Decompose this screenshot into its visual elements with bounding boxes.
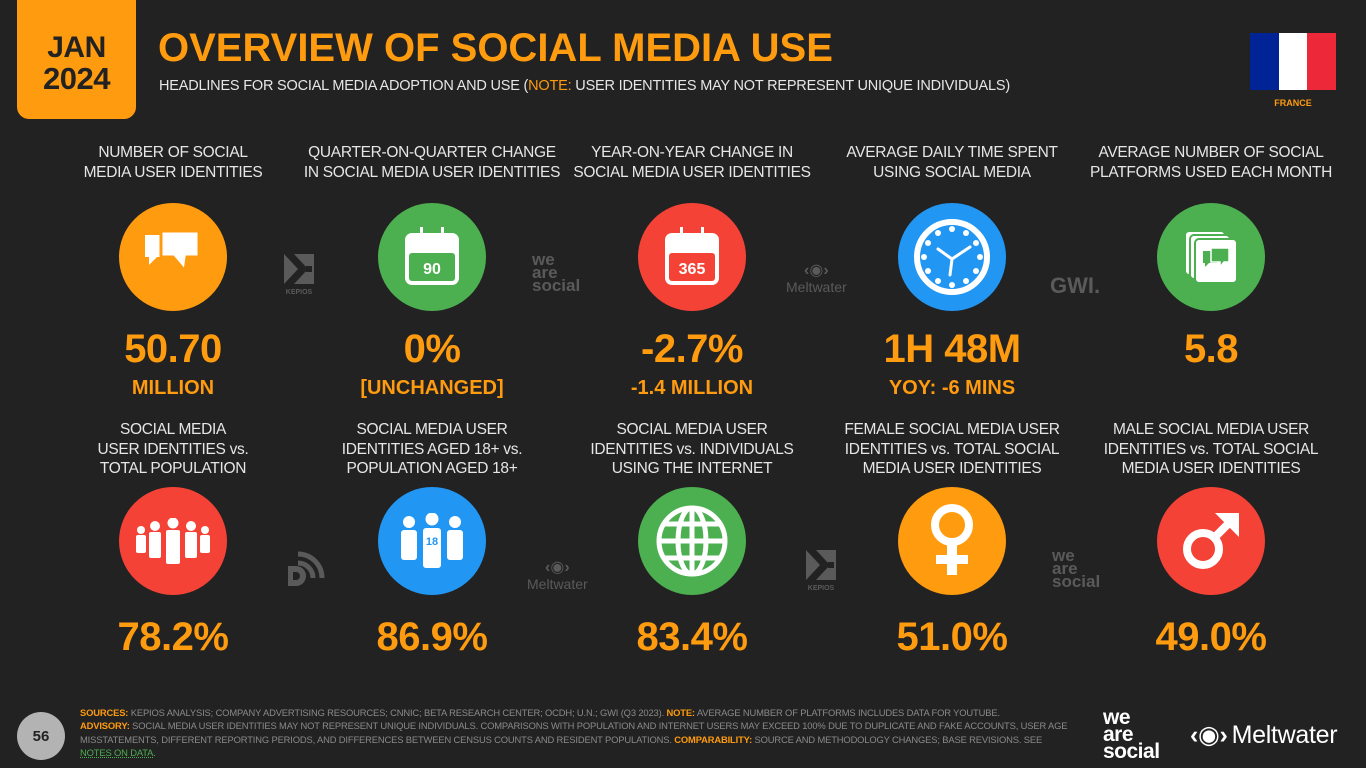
date-badge: JAN 2024	[17, 0, 136, 119]
datareportal-logo-icon	[284, 548, 326, 595]
stat-value: 51.0%	[896, 615, 1008, 659]
page-number: 56	[17, 712, 65, 760]
stat-tile-vs-internet-users: SOCIAL MEDIA USER IDENTITIES vs. INDIVID…	[562, 420, 822, 659]
kepios-logo: KEPIOS	[284, 254, 314, 296]
stat-subvalue: YOY: -6 MINS	[888, 377, 1016, 399]
speech-bubbles-icon	[119, 203, 227, 311]
male-symbol-icon	[1157, 487, 1265, 595]
date-year: 2024	[43, 61, 110, 96]
meltwater-eye-icon: ‹◉›	[1190, 721, 1228, 749]
stat-subvalue: [UNCHANGED]	[360, 377, 504, 399]
stat-value: 83.4%	[636, 615, 748, 659]
stat-value: 78.2%	[117, 615, 229, 659]
crowd-icon	[119, 487, 227, 595]
svg-text:90: 90	[423, 261, 441, 278]
stat-label: SOCIAL MEDIA USER IDENTITIES AGED 18+ vs…	[341, 421, 523, 477]
stat-tile-qoq-change: QUARTER-ON-QUARTER CHANGE IN SOCIAL MEDI…	[302, 143, 562, 401]
svg-text:365: 365	[679, 261, 706, 278]
clock-icon	[898, 203, 1006, 311]
meltwater-logo: ‹◉› Meltwater	[527, 559, 588, 593]
globe-icon	[638, 487, 746, 595]
page-subtitle: HEADLINES FOR SOCIAL MEDIA ADOPTION AND …	[159, 78, 1010, 94]
stat-tile-female: FEMALE SOCIAL MEDIA USER IDENTITIES vs. …	[822, 420, 1082, 659]
we-are-social-logo: we are social	[532, 250, 581, 295]
female-symbol-icon	[898, 487, 1006, 595]
we-are-social-logo: we are social	[1052, 546, 1101, 591]
stat-value: 86.9%	[376, 615, 488, 659]
calendar-90-icon: 90	[378, 203, 486, 311]
stat-value: 0%	[403, 327, 461, 371]
meltwater-eye-icon: ‹◉›	[804, 262, 829, 279]
stat-value: 49.0%	[1155, 615, 1267, 659]
stat-label: SOCIAL MEDIA USER IDENTITIES vs. TOTAL P…	[97, 421, 249, 477]
stat-value: 5.8	[1183, 327, 1239, 371]
stat-tile-platforms: AVERAGE NUMBER OF SOCIAL PLATFORMS USED …	[1081, 143, 1341, 375]
stat-label: YEAR-ON-YEAR CHANGE IN SOCIAL MEDIA USER…	[573, 144, 811, 181]
notes-on-data-link[interactable]: NOTES ON DATA	[80, 747, 154, 759]
country-label: FRANCE	[1274, 98, 1312, 108]
kepios-icon	[284, 254, 314, 284]
stat-tile-yoy-change: YEAR-ON-YEAR CHANGE IN SOCIAL MEDIA USER…	[562, 143, 822, 401]
gwi-logo: GWI.	[1050, 273, 1101, 298]
we-are-social-brand: we are social	[1103, 706, 1160, 763]
stat-label: FEMALE SOCIAL MEDIA USER IDENTITIES vs. …	[844, 421, 1060, 477]
stat-subvalue: -1.4 MILLION	[630, 377, 754, 399]
stat-label: QUARTER-ON-QUARTER CHANGE IN SOCIAL MEDI…	[303, 144, 561, 181]
stat-label: SOCIAL MEDIA USER IDENTITIES vs. INDIVID…	[590, 421, 794, 477]
kepios-icon	[806, 550, 836, 580]
adults-18-icon: 18	[378, 487, 486, 595]
stacked-chat-cards-icon	[1157, 203, 1265, 311]
stat-label: AVERAGE DAILY TIME SPENT USING SOCIAL ME…	[846, 144, 1058, 181]
stat-label: MALE SOCIAL MEDIA USER IDENTITIES vs. TO…	[1103, 421, 1319, 477]
calendar-365-icon: 365	[638, 203, 746, 311]
meltwater-brand: ‹◉› Meltwater	[1190, 720, 1338, 750]
page-title: OVERVIEW OF SOCIAL MEDIA USE	[158, 26, 833, 70]
france-flag-icon	[1250, 33, 1337, 90]
stat-subvalue: MILLION	[131, 377, 215, 399]
svg-text:18: 18	[426, 536, 438, 548]
stat-tile-daily-time: AVERAGE DAILY TIME SPENT USING SOCIAL ME…	[822, 143, 1082, 401]
stat-label: NUMBER OF SOCIAL MEDIA USER IDENTITIES	[83, 144, 263, 181]
stat-value: 50.70	[124, 327, 222, 371]
subtitle-note-label: NOTE:	[528, 78, 572, 94]
stat-tile-vs-population: SOCIAL MEDIA USER IDENTITIES vs. TOTAL P…	[43, 420, 303, 659]
stat-value: 1H 48M	[883, 327, 1021, 371]
subtitle-text: HEADLINES FOR SOCIAL MEDIA ADOPTION AND …	[159, 78, 529, 94]
stat-tile-male: MALE SOCIAL MEDIA USER IDENTITIES vs. TO…	[1081, 420, 1341, 659]
meltwater-eye-icon: ‹◉›	[545, 559, 570, 576]
meltwater-logo: ‹◉› Meltwater	[786, 262, 847, 296]
stat-label: AVERAGE NUMBER OF SOCIAL PLATFORMS USED …	[1090, 144, 1332, 181]
footer-sources: SOURCES: KEPIOS ANALYSIS; COMPANY ADVERT…	[80, 707, 1068, 759]
subtitle-note-text: USER IDENTITIES MAY NOT REPRESENT UNIQUE…	[571, 78, 1010, 94]
stat-value: -2.7%	[641, 327, 744, 371]
date-month: JAN	[47, 31, 106, 64]
kepios-logo: KEPIOS	[806, 550, 836, 592]
stat-tile-user-identities: NUMBER OF SOCIAL MEDIA USER IDENTITIES 5…	[43, 143, 303, 401]
stat-tile-adults-vs-population: SOCIAL MEDIA USER IDENTITIES AGED 18+ vs…	[302, 420, 562, 659]
